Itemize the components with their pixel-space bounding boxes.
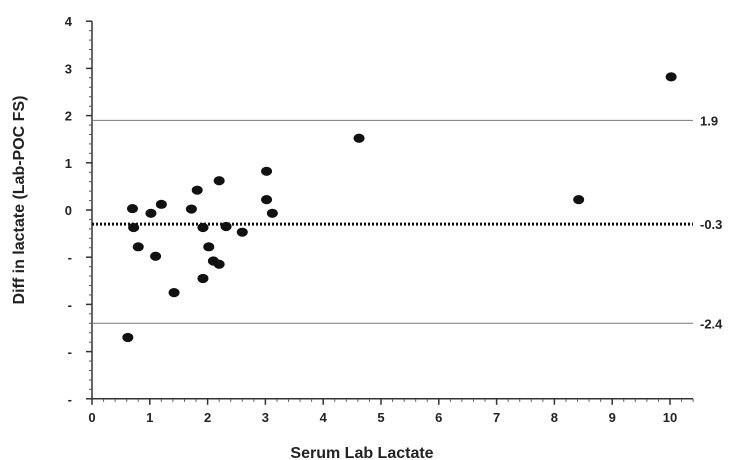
data-point bbox=[236, 227, 248, 237]
x-tick-label: 4 bbox=[320, 410, 328, 425]
x-tick-label: 6 bbox=[435, 410, 442, 425]
reference-line-label: -0.3 bbox=[700, 217, 722, 232]
x-tick-label: 10 bbox=[663, 410, 677, 425]
y-tick-label: 0 bbox=[65, 203, 72, 218]
data-point bbox=[261, 195, 273, 205]
y-tick-label: - bbox=[68, 345, 72, 360]
x-axis-title: Serum Lab Lactate bbox=[290, 445, 433, 460]
x-tick-label: 1 bbox=[146, 410, 153, 425]
y-tick-label: - bbox=[68, 250, 72, 265]
data-points bbox=[122, 72, 677, 343]
data-point bbox=[266, 208, 278, 218]
data-point bbox=[126, 203, 138, 214]
data-point bbox=[128, 222, 140, 233]
y-tick-label: - bbox=[68, 297, 72, 312]
data-point bbox=[155, 199, 167, 209]
data-point bbox=[145, 208, 157, 218]
x-tick-label: 7 bbox=[493, 410, 500, 425]
data-point bbox=[261, 166, 273, 176]
x-tick-label: 5 bbox=[377, 410, 384, 425]
axes-frame bbox=[91, 21, 693, 400]
data-point bbox=[197, 222, 209, 233]
x-tick-label: 9 bbox=[609, 410, 616, 425]
data-point bbox=[122, 332, 134, 343]
data-point bbox=[185, 204, 197, 214]
y-axis-title: Diff in lactate (Lab-POC FS) bbox=[11, 96, 28, 305]
data-point bbox=[220, 221, 232, 232]
data-point bbox=[132, 242, 144, 252]
data-point bbox=[168, 288, 180, 298]
y-tick-label: 1 bbox=[65, 156, 72, 171]
data-point bbox=[213, 176, 225, 186]
y-tick-label: 3 bbox=[65, 61, 72, 76]
y-tick-label: - bbox=[68, 392, 72, 407]
x-tick-label: 8 bbox=[551, 410, 558, 425]
data-point bbox=[573, 195, 585, 205]
data-point bbox=[665, 72, 677, 82]
reference-line-label: 1.9 bbox=[700, 113, 718, 128]
reference-lines: 1.9 -0.3 -2.4 bbox=[92, 113, 723, 331]
data-point bbox=[197, 273, 209, 284]
data-point bbox=[213, 259, 225, 269]
y-tick-label: 2 bbox=[65, 109, 72, 124]
y-tick-label: 4 bbox=[65, 14, 73, 29]
x-tick-label: 0 bbox=[88, 410, 95, 425]
data-point bbox=[353, 133, 365, 143]
x-tick-label: 3 bbox=[262, 410, 269, 425]
x-tick-labels: 0 1 2 3 4 5 6 7 8 9 10 bbox=[88, 398, 677, 425]
x-tick-label: 2 bbox=[204, 410, 211, 425]
data-point bbox=[203, 242, 215, 252]
data-point bbox=[191, 185, 203, 195]
y-tick-labels: 4 3 2 1 0 - - - - bbox=[65, 14, 92, 407]
data-point bbox=[150, 251, 162, 261]
reference-line-label: -2.4 bbox=[700, 316, 723, 331]
